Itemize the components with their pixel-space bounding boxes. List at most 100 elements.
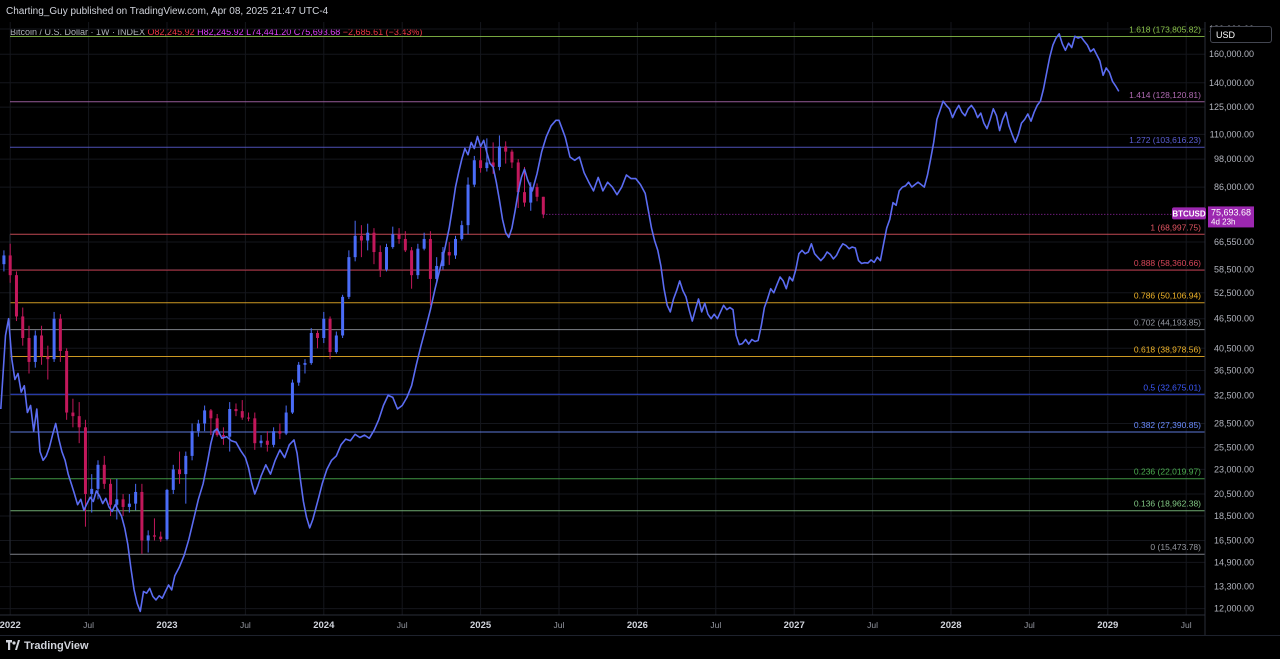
candle-body [184, 455, 188, 475]
candle-body [228, 408, 232, 437]
tradingview-logo-icon [6, 640, 20, 650]
candle-body [410, 250, 414, 276]
candle-body [366, 232, 370, 241]
candle-body [272, 431, 276, 445]
candle-body [322, 318, 326, 338]
candle-body [121, 499, 125, 507]
candle-body [497, 146, 501, 167]
price-axis-tick-label: 28,500.00 [1214, 419, 1254, 429]
candle-body [134, 491, 138, 504]
candle-body [472, 160, 476, 185]
candle-body [491, 162, 495, 167]
candle-body [152, 535, 156, 537]
time-axis-tick-label: Jul [1024, 620, 1035, 630]
candle-body [58, 318, 62, 351]
candle-body [435, 265, 439, 279]
price-axis-tick-label: 98,000.00 [1214, 154, 1254, 164]
candle-body [109, 483, 113, 505]
price-axis-tick-label: 140,000.00 [1209, 78, 1254, 88]
candle-body [46, 356, 50, 360]
candle-body [504, 146, 508, 152]
tradingview-brand[interactable]: TradingView [6, 640, 89, 652]
candle-body [127, 503, 131, 507]
candle-body [334, 335, 338, 353]
price-axis-tick-label: 13,300.00 [1214, 582, 1254, 592]
candle-body [353, 235, 357, 258]
candle-body [240, 411, 244, 418]
brand-label: TradingView [24, 640, 89, 652]
time-axis-tick-label: 2029 [1097, 620, 1118, 631]
price-axis-tick-label: 16,500.00 [1214, 536, 1254, 546]
candle-body [52, 318, 56, 360]
candle-body [2, 255, 6, 265]
price-axis-tick-label: 14,900.00 [1214, 557, 1254, 567]
projection-line [0, 32, 1120, 613]
candle-body [309, 333, 313, 364]
candle-body [422, 238, 426, 249]
candle-body [215, 418, 219, 436]
ticker-tag [1172, 207, 1206, 220]
candle-body [253, 418, 257, 444]
fib-level-label: 0 (15,473.78) [1150, 542, 1201, 552]
price-axis-tick-label: 36,500.00 [1214, 366, 1254, 376]
candle-body [196, 423, 200, 432]
candle-body [541, 196, 545, 215]
candle-body [516, 162, 520, 193]
symbol-label: Bitcoin / U.S. Dollar · 1W · INDEX [10, 27, 146, 37]
price-tag-countdown: 4d 23h [1211, 217, 1235, 226]
low-value: L74,441.20 [246, 27, 292, 37]
close-value: C75,693.68 [293, 27, 341, 37]
time-axis-tick-label: 2023 [156, 620, 177, 631]
candle-body [33, 335, 37, 362]
candle-body [485, 162, 489, 169]
candle-body [178, 469, 182, 475]
fib-level-label: 1.618 (173,805.82) [1129, 25, 1201, 35]
ticker-tag-label: BTCUSD [1172, 209, 1206, 218]
price-axis-tick-label: 12,000.00 [1214, 604, 1254, 614]
candle-body [341, 296, 345, 336]
candle-body [290, 382, 294, 413]
time-axis-tick-label: 2028 [940, 620, 961, 631]
price-axis-tick-label: 52,500.00 [1214, 288, 1254, 298]
fib-level-label: 0.382 (27,390.85) [1134, 420, 1201, 430]
time-axis-tick-label: Jul [554, 620, 565, 630]
candle-body [447, 252, 451, 256]
price-axis-tick-label: 160,000.00 [1209, 49, 1254, 59]
price-tag [1208, 206, 1254, 228]
candle-body [416, 248, 420, 276]
candle-body [65, 350, 69, 413]
fib-level-label: 1.414 (128,120.81) [1129, 90, 1201, 100]
currency-button[interactable]: USD [1210, 26, 1272, 43]
candle-body [397, 234, 401, 239]
candle-body [460, 225, 464, 239]
candle-body [146, 535, 150, 541]
price-axis-tick-label: 66,550.00 [1214, 237, 1254, 247]
series-legend[interactable]: Bitcoin / U.S. Dollar · 1W · INDEX O82,2… [10, 27, 422, 37]
candle-body [247, 417, 251, 419]
price-axis-tick-label: 40,500.00 [1214, 343, 1254, 353]
candle-body [378, 252, 382, 270]
candle-body [234, 408, 238, 412]
fib-level-label: 0.702 (44,193.85) [1134, 318, 1201, 328]
candle-body [71, 412, 75, 417]
candle-body [102, 464, 106, 484]
candle-body [466, 184, 470, 226]
price-axis-tick-label: 125,000.00 [1209, 102, 1254, 112]
top-bar: Charting_Guy published on TradingView.co… [0, 0, 1205, 22]
candle-body [359, 235, 363, 241]
open-value: O82,245.92 [147, 27, 195, 37]
bottom-bar [0, 635, 1280, 659]
candle-body [96, 464, 100, 489]
time-axis-tick-label: Jul [397, 620, 408, 630]
candle-body [40, 335, 44, 357]
fib-level-label: 0.618 (38,978.56) [1134, 344, 1201, 354]
candle-body [303, 363, 307, 365]
candle-body [159, 536, 163, 540]
fib-level-label: 0.136 (18,962.38) [1134, 499, 1201, 509]
price-axis-tick-label: 46,500.00 [1214, 314, 1254, 324]
candle-body [316, 333, 320, 338]
candle-body [391, 234, 395, 248]
fib-level-label: 1.272 (103,616.23) [1129, 135, 1201, 145]
candle-body [221, 435, 225, 437]
